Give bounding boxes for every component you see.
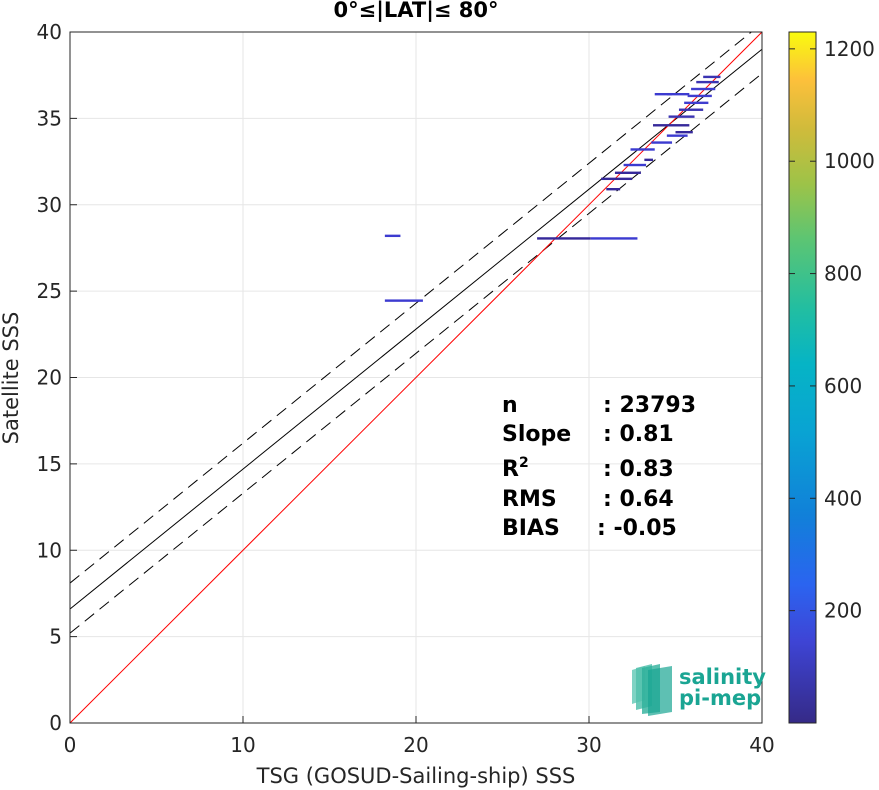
colorbar-tick-label: 400: [824, 486, 862, 510]
y-tick-label: 0: [49, 711, 62, 735]
y-tick-label: 30: [37, 193, 62, 217]
colorbar-tick-label: 200: [824, 599, 862, 623]
stat-bias-label: BIAS: [502, 516, 560, 541]
x-tick-label: 30: [576, 733, 601, 757]
stat-slope-value: : 0.81: [603, 422, 674, 447]
chart-title: 0°≤|LAT|≤ 80°: [333, 0, 498, 23]
density-point: [668, 115, 695, 118]
density-point: [384, 234, 401, 238]
density-point: [675, 130, 693, 134]
stats-box: n : 23793 Slope : 0.81 R2 : 0.83 RMS : 0…: [502, 393, 696, 541]
density-point: [630, 148, 655, 151]
density-point: [651, 141, 673, 144]
regression-line: [70, 48, 762, 610]
stat-n-label: n: [502, 393, 518, 418]
colorbar-tick-label: 800: [824, 262, 862, 286]
y-tick-label: 20: [37, 366, 62, 390]
y-tick-label: 25: [37, 279, 62, 303]
x-axis-label: TSG (GOSUD-Sailing-ship) SSS: [256, 764, 576, 788]
density-point: [614, 171, 641, 174]
x-tick-label: 0: [64, 733, 77, 757]
stat-n-value: : 23793: [603, 393, 696, 418]
density-point: [678, 108, 704, 111]
density-point: [684, 101, 709, 105]
x-tick-label: 10: [230, 733, 255, 757]
y-tick-label: 5: [49, 625, 62, 649]
density-point: [691, 87, 716, 91]
density-point: [666, 134, 688, 137]
colorbar-tick-label: 1200: [824, 37, 875, 61]
density-point: [696, 80, 719, 84]
stat-r2-label: R2: [502, 455, 529, 482]
stat-rms-label: RMS: [502, 487, 557, 512]
stat-bias-value: : -0.05: [597, 516, 677, 541]
colorbar-ticks: 200 400 600 800 1000 1200: [789, 37, 875, 623]
density-point: [687, 94, 712, 98]
density-point: [606, 188, 621, 191]
colorbar-tick-label: 1000: [824, 149, 875, 173]
stat-slope-label: Slope: [502, 422, 571, 447]
salinity-pimep-logo: salinity pi-mep: [632, 664, 766, 716]
y-tick-label: 35: [37, 106, 62, 130]
y-axis-label: Satellite SSS: [0, 312, 23, 445]
stat-r2-value: : 0.83: [603, 457, 674, 482]
density-point: [653, 124, 690, 127]
stat-rms-value: : 0.64: [603, 487, 674, 512]
density-point: [654, 92, 673, 96]
y-tick-label: 15: [37, 452, 62, 476]
density-point: [623, 163, 647, 167]
density-point: [384, 299, 423, 302]
y-tick-label: 10: [37, 538, 62, 562]
fit-lines: [70, 32, 762, 723]
fit-lower-dashed-line: [70, 73, 762, 634]
x-axis-ticks: 0 10 20 30 40: [64, 716, 775, 757]
colorbar: [788, 31, 817, 724]
fit-upper-dashed-line: [70, 32, 753, 584]
density-point: [590, 237, 638, 240]
density-point: [644, 158, 654, 162]
logo-line-1: salinity: [679, 665, 766, 689]
x-tick-label: 40: [749, 733, 774, 757]
y-axis-ticks: 0 5 10 15 20 25 30 35 40: [37, 20, 77, 735]
y-tick-label: 40: [37, 20, 62, 44]
logo-line-2: pi-mep: [679, 686, 761, 710]
density-point: [666, 92, 690, 96]
density-point: [537, 237, 591, 240]
density-point: [703, 75, 721, 79]
identity-line: [70, 32, 762, 723]
data-points: [384, 75, 721, 302]
density-point: [601, 177, 633, 181]
x-tick-label: 20: [403, 733, 428, 757]
colorbar-tick-label: 600: [824, 374, 862, 398]
